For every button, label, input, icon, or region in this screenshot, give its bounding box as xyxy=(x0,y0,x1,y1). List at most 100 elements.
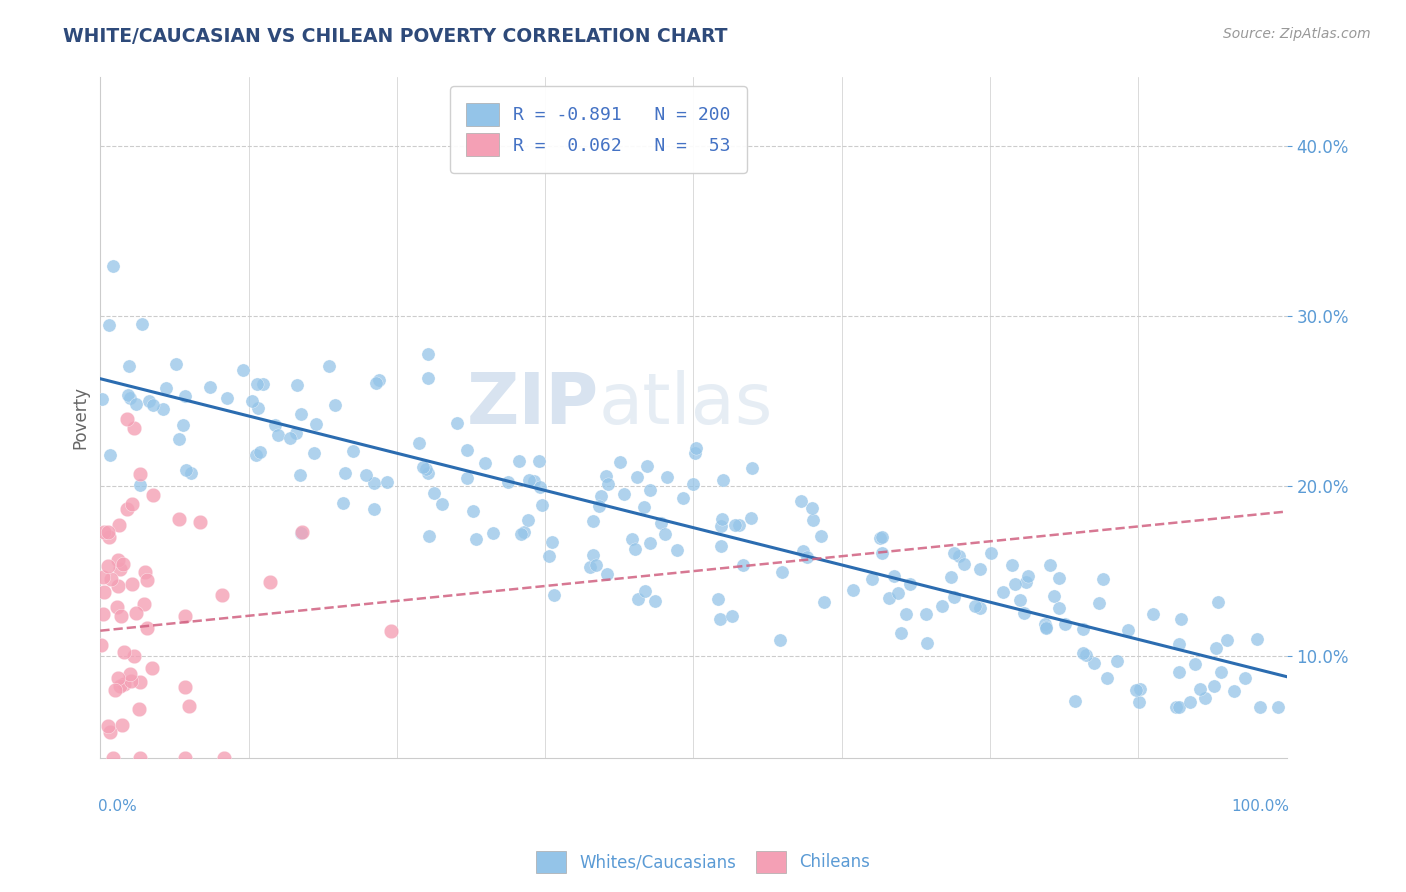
Point xyxy=(354,467,377,482)
Point xyxy=(100,724,122,739)
Point xyxy=(418,466,440,480)
Point xyxy=(128,674,150,689)
Point xyxy=(423,486,446,500)
Point xyxy=(97,719,120,733)
Point xyxy=(1092,572,1115,586)
Point xyxy=(323,398,346,412)
Point xyxy=(107,671,129,685)
Point xyxy=(101,751,124,765)
Point xyxy=(1167,700,1189,714)
Point xyxy=(894,607,917,621)
Point xyxy=(969,562,991,576)
Point xyxy=(626,592,648,607)
Point xyxy=(654,527,676,541)
Point xyxy=(1250,700,1272,714)
Point xyxy=(1042,589,1064,603)
Point xyxy=(165,357,187,371)
Point xyxy=(247,401,270,415)
Point xyxy=(1071,646,1094,660)
Point xyxy=(174,389,197,403)
Point xyxy=(1206,595,1229,609)
Point xyxy=(280,431,302,445)
Point xyxy=(1125,683,1147,698)
Point xyxy=(877,591,900,605)
Point xyxy=(624,541,647,556)
Point xyxy=(740,510,762,524)
Point xyxy=(941,570,963,584)
Point xyxy=(931,599,953,613)
Point xyxy=(412,459,434,474)
Point xyxy=(1211,665,1233,679)
Point xyxy=(366,376,388,390)
Point xyxy=(152,401,174,416)
Point xyxy=(710,539,733,553)
Point xyxy=(969,601,991,615)
Point xyxy=(1014,574,1036,589)
Point xyxy=(266,428,288,442)
Point xyxy=(93,524,115,539)
Point xyxy=(613,486,636,500)
Point xyxy=(1204,679,1226,693)
Point xyxy=(1167,665,1189,680)
Point xyxy=(579,560,602,574)
Point xyxy=(180,467,202,481)
Point xyxy=(1168,637,1191,651)
Point xyxy=(609,455,631,469)
Point xyxy=(1223,683,1246,698)
Point xyxy=(595,468,617,483)
Point xyxy=(1129,682,1152,697)
Point xyxy=(538,549,561,563)
Point xyxy=(129,478,152,492)
Point xyxy=(1047,571,1070,585)
Point xyxy=(363,476,385,491)
Point xyxy=(596,566,619,581)
Text: WHITE/CAUCASIAN VS CHILEAN POVERTY CORRELATION CHART: WHITE/CAUCASIAN VS CHILEAN POVERTY CORRE… xyxy=(63,27,728,45)
Point xyxy=(172,418,194,433)
Point xyxy=(408,436,430,450)
Point xyxy=(415,462,437,476)
Point xyxy=(188,515,211,529)
Point xyxy=(91,570,114,584)
Point xyxy=(101,260,124,274)
Point xyxy=(291,524,314,539)
Point xyxy=(789,494,811,508)
Point xyxy=(543,588,565,602)
Point xyxy=(513,524,536,539)
Point xyxy=(118,359,141,374)
Point xyxy=(979,546,1001,560)
Y-axis label: Poverty: Poverty xyxy=(72,386,89,450)
Point xyxy=(446,416,468,430)
Point xyxy=(728,518,751,533)
Point xyxy=(174,680,197,694)
Point xyxy=(1194,691,1216,706)
Point xyxy=(517,513,540,527)
Point xyxy=(418,529,440,543)
Point xyxy=(644,594,666,608)
Point xyxy=(671,491,693,505)
Point xyxy=(1071,622,1094,636)
Point xyxy=(111,557,134,571)
Point xyxy=(768,633,790,648)
Point xyxy=(100,573,122,587)
Point xyxy=(138,394,160,409)
Point xyxy=(1105,655,1128,669)
Point xyxy=(741,461,763,475)
Point xyxy=(1004,577,1026,591)
Point xyxy=(1205,640,1227,655)
Point xyxy=(792,544,814,558)
Text: ZIP: ZIP xyxy=(467,370,599,439)
Point xyxy=(883,569,905,583)
Point xyxy=(953,557,976,571)
Point xyxy=(1234,671,1257,685)
Point xyxy=(638,483,661,498)
Point xyxy=(134,565,156,579)
Point xyxy=(117,387,139,401)
Point xyxy=(948,549,970,563)
Point xyxy=(91,392,114,406)
Point xyxy=(963,599,986,613)
Text: atlas: atlas xyxy=(599,370,773,439)
Point xyxy=(1012,606,1035,620)
Point xyxy=(683,446,706,460)
Point xyxy=(710,518,733,533)
Point xyxy=(108,679,131,693)
